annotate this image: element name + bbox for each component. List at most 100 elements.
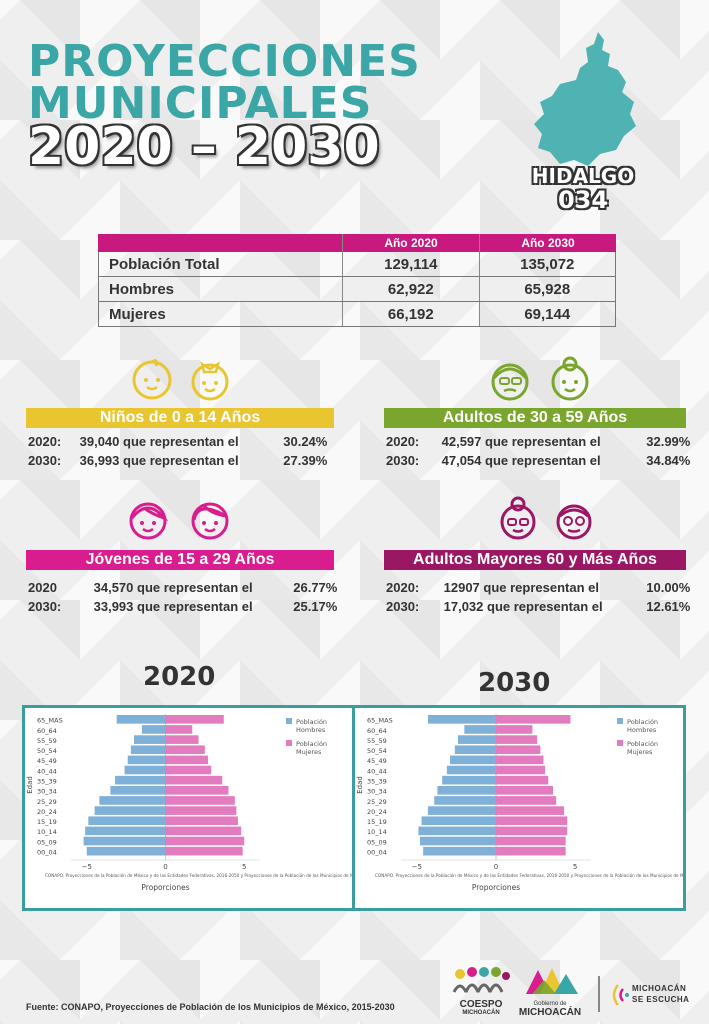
y-tick-label-15_19: 15_19 xyxy=(37,818,57,826)
bar-mujeres-40_44 xyxy=(165,765,212,775)
bar-mujeres-65_MAS xyxy=(496,715,571,724)
bar-mujeres-20_24 xyxy=(496,806,565,815)
y-tick-label-25_29: 25_29 xyxy=(367,798,387,806)
y-tick-label-35_39: 35_39 xyxy=(367,778,387,786)
legend-swatch-1 xyxy=(286,740,292,746)
legend-label-1-line2: Mujeres xyxy=(296,748,322,756)
x-tick-label: −5 xyxy=(412,863,422,871)
line-text: 47,054 que representan el xyxy=(441,453,601,468)
line-pct: 34.84% xyxy=(646,453,691,468)
y-tick-label-55_59: 55_59 xyxy=(37,737,57,745)
legend-swatch-0 xyxy=(286,718,292,724)
legend-swatch-1 xyxy=(617,740,623,746)
x-tick-label: 0 xyxy=(163,863,167,871)
y-tick-label-65_MAS: 65_MAS xyxy=(37,717,63,725)
y-tick-label-55_59: 55_59 xyxy=(367,737,387,745)
youth-group-bar: Jóvenes de 15 a 29 Años xyxy=(26,550,334,570)
bar-hombres-60_64 xyxy=(141,725,166,734)
bar-hombres-35_39 xyxy=(115,775,166,785)
adults-group-bar: Adultos de 30 a 59 Años xyxy=(384,408,686,428)
table-row: Hombres 62,922 65,928 xyxy=(99,277,615,302)
bar-mujeres-55_59 xyxy=(496,735,538,744)
row-value-2030: 69,144 xyxy=(478,302,615,326)
bar-hombres-00_04 xyxy=(86,846,166,856)
y-tick-label-05_09: 05_09 xyxy=(37,838,57,846)
bar-hombres-65_MAS xyxy=(116,715,166,724)
bar-hombres-15_19 xyxy=(88,816,166,826)
municipality-code: 034 xyxy=(557,186,609,214)
children-group-title: Niños de 0 a 14 Años xyxy=(99,409,261,426)
sound-waves-icon xyxy=(612,984,629,1006)
bar-mujeres-20_24 xyxy=(165,806,237,815)
coespo-logo: COESPO MICHOACÁN xyxy=(452,966,510,1018)
table-row: Población Total 129,114 135,072 xyxy=(99,252,615,277)
source-note: Fuente: CONAPO, Proyecciones de Població… xyxy=(26,1002,395,1012)
bar-mujeres-60_64 xyxy=(496,725,533,734)
row-value-2030: 135,072 xyxy=(478,252,615,276)
bar-hombres-40_44 xyxy=(446,765,496,775)
y-tick-label-65_MAS: 65_MAS xyxy=(367,717,393,725)
line-year: 2030: xyxy=(386,453,420,468)
y-tick-label-40_44: 40_44 xyxy=(367,767,387,775)
se-escucha-logo-line1: MICHOACÁN xyxy=(632,984,687,993)
y-tick-label-10_14: 10_14 xyxy=(367,828,387,836)
y-axis-label: Edad xyxy=(26,776,34,794)
bar-hombres-20_24 xyxy=(427,806,496,815)
line-text: 36,993 que representan el xyxy=(79,453,239,468)
bar-hombres-10_14 xyxy=(418,826,496,836)
gobierno-flag-icon xyxy=(526,968,578,994)
youth-line-2020: 2020 34,570 que representan el 26.77% xyxy=(28,580,337,595)
row-label: Población Total xyxy=(109,256,220,273)
children-line-2030: 2030: 36,993 que representan el 27.39% xyxy=(28,453,327,468)
x-tick-label: 5 xyxy=(242,863,246,871)
logo-divider xyxy=(598,976,600,1012)
bar-hombres-05_09 xyxy=(420,836,496,846)
y-tick-label-35_39: 35_39 xyxy=(37,778,57,786)
y-tick-label-00_04: 00_04 xyxy=(37,849,57,857)
title-years: 2020 – 2030 xyxy=(28,117,380,177)
bar-hombres-60_64 xyxy=(464,725,496,734)
gobierno-logo-text: MICHOACÁN xyxy=(518,1007,582,1018)
y-tick-label-50_54: 50_54 xyxy=(367,747,387,755)
line-pct: 25.17% xyxy=(293,599,338,614)
pyramid-chart-2030: 00_04 05_09 10_14 15_19 20_24 25_29 30_34 35_39… xyxy=(356,714,683,892)
bar-mujeres-25_29 xyxy=(496,796,557,805)
y-tick-label-30_34: 30_34 xyxy=(37,788,57,796)
y-tick-label-45_49: 45_49 xyxy=(37,757,57,765)
line-text: 33,993 que representan el xyxy=(93,599,253,614)
chart-footnote: CONAPO. Proyecciones de la Población de … xyxy=(45,873,352,878)
row-label: Mujeres xyxy=(109,306,166,323)
y-tick-label-40_44: 40_44 xyxy=(37,767,57,775)
coespo-people-icon xyxy=(452,967,510,993)
line-year: 2030: xyxy=(386,599,420,614)
y-tick-label-20_24: 20_24 xyxy=(37,808,57,816)
line-year: 2020: xyxy=(28,434,62,449)
title-line2: MUNICIPALES xyxy=(28,78,373,129)
x-axis-label: Proporciones xyxy=(472,883,520,892)
bar-mujeres-30_34 xyxy=(165,786,229,795)
line-year: 2020: xyxy=(386,580,420,595)
bar-mujeres-45_49 xyxy=(496,755,544,765)
bar-hombres-05_09 xyxy=(83,836,166,846)
municipality-name: HIDALGO xyxy=(531,164,635,188)
seniors-group-title: Adultos Mayores 60 y Más Años xyxy=(413,551,657,568)
senior-faces-icon xyxy=(500,496,592,540)
line-pct: 10.00% xyxy=(646,580,691,595)
bar-mujeres-45_49 xyxy=(165,755,209,765)
bar-mujeres-10_14 xyxy=(496,826,568,836)
row-value-2020: 66,192 xyxy=(342,302,478,326)
bar-mujeres-60_64 xyxy=(165,725,193,734)
adults-line-2030: 2030: 47,054 que representan el 34.84% xyxy=(386,453,690,468)
y-axis-label: Edad xyxy=(356,776,364,794)
row-label: Hombres xyxy=(109,281,175,298)
adults-group-title: Adultos de 30 a 59 Años xyxy=(442,409,628,426)
y-tick-label-25_29: 25_29 xyxy=(37,798,57,806)
line-year: 2030: xyxy=(28,599,62,614)
seniors-group-bar: Adultos Mayores 60 y Más Años xyxy=(384,550,686,570)
children-line-2020: 2020: 39,040 que representan el 30.24% xyxy=(28,434,327,449)
gobierno-logo-subtext: Gobierno de xyxy=(533,1001,567,1007)
bar-hombres-25_29 xyxy=(99,796,166,805)
legend-label-1: Población xyxy=(296,740,327,748)
bar-mujeres-65_MAS xyxy=(165,715,224,724)
